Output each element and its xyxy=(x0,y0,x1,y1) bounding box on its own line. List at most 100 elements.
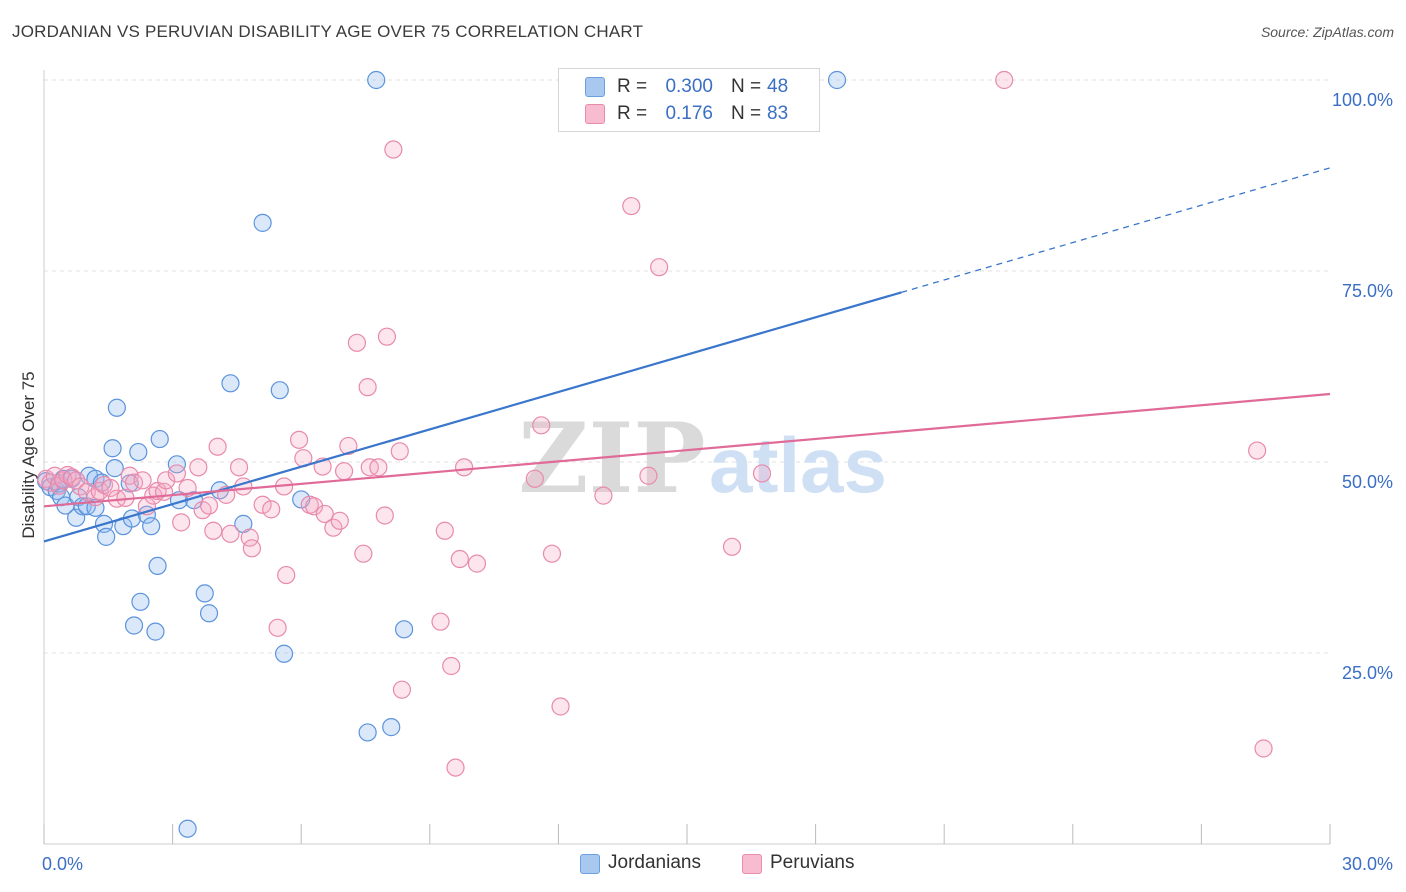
jordanian-point xyxy=(105,459,124,478)
legend-swatch-jordanians xyxy=(585,77,605,97)
jordanian-point xyxy=(274,644,294,663)
legend-r-label: R = xyxy=(617,76,648,97)
jordanian-point xyxy=(199,604,219,623)
peruvian-point xyxy=(525,469,544,488)
legend-n-value: 83 xyxy=(767,103,789,124)
peruvian-point xyxy=(390,442,409,461)
x-tick-label: 30.0% xyxy=(1342,854,1393,874)
peruvian-point xyxy=(392,680,412,699)
y-tick-label: 75.0% xyxy=(1342,281,1393,301)
peruvian-point xyxy=(242,539,262,558)
axis-labels: 25.0% 50.0% 75.0% 100.0% 0.0% 30.0% Disability… xyxy=(19,90,1393,874)
peruvian-point xyxy=(189,458,208,477)
peruvian-point xyxy=(268,618,287,637)
jordanian-point xyxy=(221,374,240,393)
peruvian-point xyxy=(532,416,551,435)
peruvian-point xyxy=(622,196,641,216)
legend-row-peruvians: R = 0.176 N = 83 xyxy=(559,101,819,127)
peruvian-point xyxy=(204,521,223,540)
peruvian-point xyxy=(435,521,454,540)
peruvian-point xyxy=(330,511,349,530)
peruvian-point xyxy=(594,486,613,505)
jordanian-point xyxy=(367,70,386,90)
peruvian-point xyxy=(289,430,309,449)
jordanian-point xyxy=(382,718,401,737)
peruvian-point xyxy=(369,458,388,477)
jordanian-point xyxy=(103,439,122,458)
legend-swatch-peruvians xyxy=(585,104,605,124)
peruvian-point xyxy=(442,656,461,676)
series-label-jordanians: Jordanians xyxy=(608,852,701,873)
legend-r-label: R = xyxy=(617,103,648,124)
peruvian-point xyxy=(339,436,358,456)
jordanian-point xyxy=(148,556,167,576)
legend-n-value: 48 xyxy=(767,76,789,97)
peruvian-point xyxy=(446,758,465,777)
peruvian-point xyxy=(229,458,249,477)
jordanian-point xyxy=(131,592,150,611)
peruvian-point xyxy=(262,500,281,519)
legend-n-label: N = xyxy=(731,103,762,124)
peruvian-point xyxy=(178,478,197,498)
source-label: Source: ZipAtlas.com xyxy=(1260,24,1394,40)
peruvian-point xyxy=(375,506,394,525)
peruvian-point xyxy=(467,554,487,573)
trend-lines xyxy=(43,167,1331,543)
series-swatch-jordanians xyxy=(580,854,600,874)
watermark: ZIP atlas xyxy=(518,402,886,515)
jordanian-point xyxy=(67,508,86,527)
jordanian-point xyxy=(124,616,144,635)
jordanian-point xyxy=(270,381,289,400)
peruvian-point xyxy=(167,464,186,483)
legend-row-jordanians: R = 0.300 N = 48 xyxy=(559,74,819,100)
jordanian-point xyxy=(394,620,414,639)
peruvian-point xyxy=(157,471,176,490)
jordanian-trend-line xyxy=(43,291,902,543)
jordanian-point xyxy=(253,213,272,232)
peruvian-point xyxy=(752,464,772,483)
jordanian-point xyxy=(146,622,165,641)
peruvian-point xyxy=(995,70,1014,90)
peruvian-point xyxy=(101,478,120,498)
peruvian-point xyxy=(354,544,373,563)
peruvian-point xyxy=(221,524,240,543)
gridlines xyxy=(44,79,1330,654)
peruvian-point xyxy=(377,327,397,346)
chart-title: JORDANIAN VS PERUVIAN DISABILITY AGE OVE… xyxy=(12,22,644,41)
correlation-legend: R = 0.300 N = 48 R = 0.176 N = 83 xyxy=(558,68,820,132)
peruvian-point xyxy=(551,697,570,716)
peruvian-point xyxy=(277,565,296,585)
legend-r-value: 0.300 xyxy=(665,76,713,97)
peruvian-point xyxy=(172,513,191,532)
axes xyxy=(43,70,1331,845)
jordanian-point xyxy=(86,498,105,517)
jordanian-point xyxy=(97,527,116,546)
y-axis-label: Disability Age Over 75 xyxy=(19,371,38,538)
y-tick-label: 100.0% xyxy=(1332,90,1393,110)
peruvian-trend-line xyxy=(43,392,1331,508)
peruvian-point xyxy=(639,466,658,485)
jordanian-point xyxy=(129,442,148,462)
y-tick-label: 50.0% xyxy=(1342,472,1393,492)
peruvian-point xyxy=(450,549,469,569)
peruvian-point xyxy=(722,537,742,556)
peruvian-point xyxy=(454,458,474,477)
jordanian-point xyxy=(178,819,197,838)
peruvian-point xyxy=(1254,739,1273,758)
peruvian-points xyxy=(37,70,1273,777)
peruvian-point xyxy=(650,258,669,277)
jordanian-point xyxy=(107,398,126,417)
legend-n-label: N = xyxy=(731,76,762,97)
peruvian-point xyxy=(208,437,227,456)
peruvian-point xyxy=(358,378,377,397)
peruvian-point xyxy=(431,612,450,631)
peruvian-point xyxy=(315,504,334,524)
peruvian-point xyxy=(542,544,562,563)
x-tick-label: 0.0% xyxy=(42,854,83,874)
peruvian-point xyxy=(253,495,272,514)
series-swatch-peruvians xyxy=(742,854,762,874)
series-legend: Jordanians Peruvians xyxy=(0,852,1406,878)
peruvian-point xyxy=(77,482,96,501)
legend-r-value: 0.176 xyxy=(665,103,713,124)
